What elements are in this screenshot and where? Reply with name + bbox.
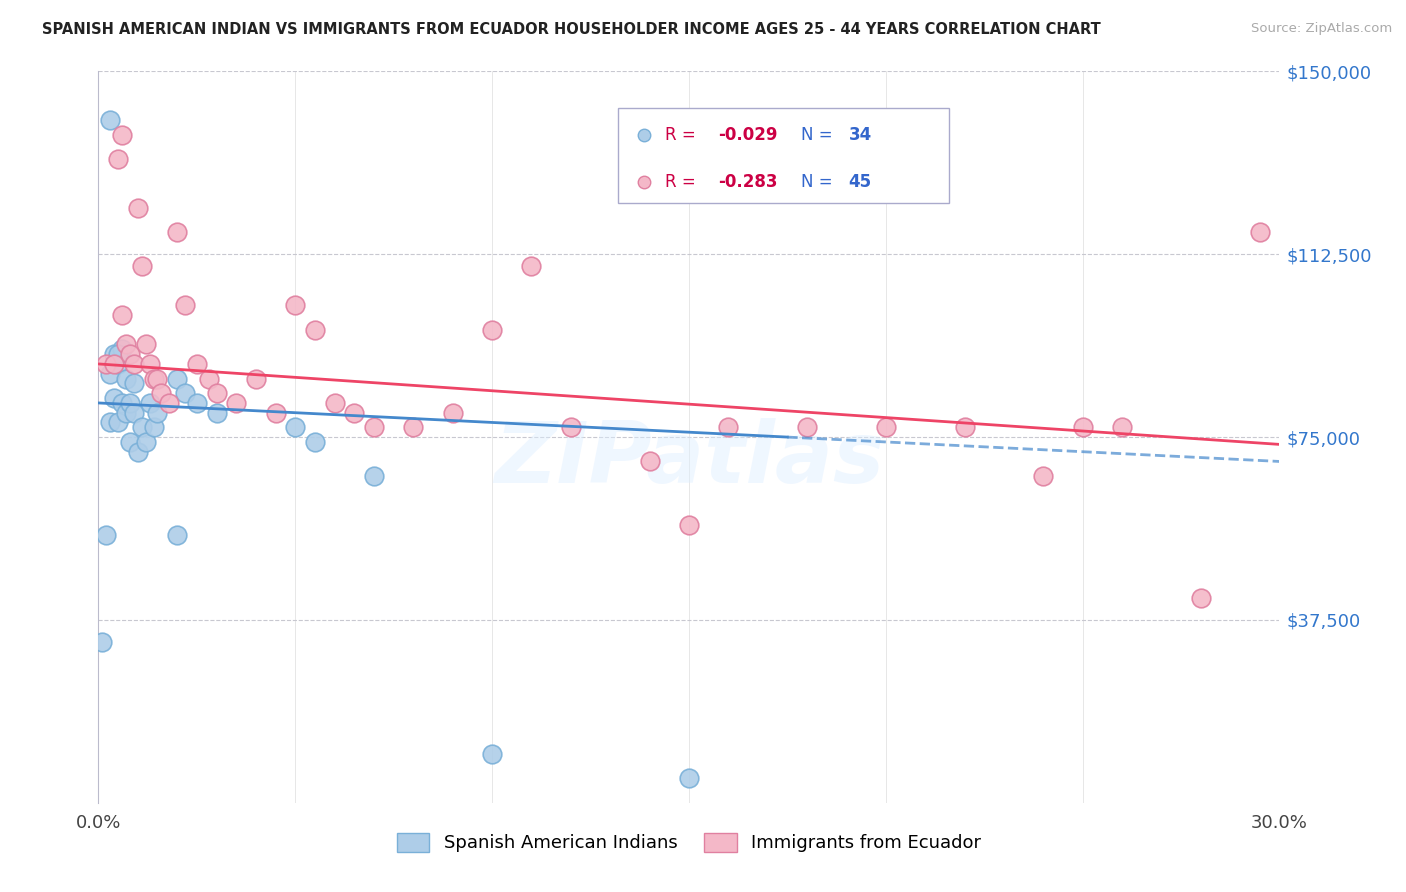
Point [638,454,661,468]
Point [186,357,208,371]
Legend: Spanish American Indians, Immigrants from Ecuador: Spanish American Indians, Immigrants fro… [389,826,988,860]
Point [343,406,366,420]
Point [441,406,464,420]
Text: N =: N = [801,126,838,144]
Text: ZIPatlas: ZIPatlas [494,417,884,500]
Point [1189,591,1212,605]
Point [115,337,138,351]
Point [111,128,134,142]
Text: SPANISH AMERICAN INDIAN VS IMMIGRANTS FROM ECUADOR HOUSEHOLDER INCOME AGES 25 - : SPANISH AMERICAN INDIAN VS IMMIGRANTS FR… [42,22,1101,37]
Point [111,308,134,322]
Point [1249,225,1271,239]
Point [127,444,149,458]
Point [98,367,121,381]
Point [157,396,180,410]
Point [150,386,173,401]
Text: N =: N = [801,173,838,191]
Point [98,416,121,430]
Point [103,347,125,361]
Point [174,298,197,312]
Point [107,347,129,361]
Text: 45: 45 [848,173,872,191]
Point [520,260,543,274]
Point [717,420,740,434]
Point [481,747,503,761]
Point [111,343,134,357]
Point [481,323,503,337]
Point [245,371,267,385]
Point [953,420,976,434]
Point [284,298,307,312]
Point [135,337,157,351]
Point [225,396,247,410]
Point [103,391,125,405]
Point [142,420,165,434]
Text: R =: R = [665,126,702,144]
Text: Source: ZipAtlas.com: Source: ZipAtlas.com [1251,22,1392,36]
Point [96,527,118,541]
Point [363,469,385,483]
FancyBboxPatch shape [619,108,949,203]
Point [142,371,165,385]
Point [115,406,138,420]
Point [96,357,118,371]
Point [323,396,346,410]
Point [560,420,582,434]
Point [122,357,145,371]
Point [1032,469,1054,483]
Point [107,416,129,430]
Text: 34: 34 [848,126,872,144]
Point [205,386,228,401]
Point [796,420,818,434]
Point [111,396,134,410]
Point [875,420,897,434]
Point [138,396,160,410]
Text: R =: R = [665,173,702,191]
Point [1111,420,1133,434]
Point [166,225,188,239]
Point [138,357,160,371]
Point [186,396,208,410]
Point [363,420,385,434]
Point [402,420,425,434]
Point [146,406,169,420]
Point [131,420,153,434]
Point [122,406,145,420]
Point [118,347,141,361]
Point [107,152,129,166]
Point [166,527,188,541]
Point [264,406,287,420]
Point [115,371,138,385]
Point [205,406,228,420]
Point [146,371,169,385]
Point [131,260,153,274]
Point [174,386,197,401]
Point [127,201,149,215]
Point [118,434,141,449]
Point [122,376,145,391]
Point [135,434,157,449]
Text: -0.029: -0.029 [718,126,778,144]
Point [1071,420,1094,434]
Point [107,357,129,371]
Text: -0.283: -0.283 [718,173,778,191]
Point [678,517,700,532]
Point [103,357,125,371]
Point [166,371,188,385]
Point [118,396,141,410]
Point [678,772,700,786]
Point [304,434,326,449]
Point [284,420,307,434]
Point [197,371,219,385]
Point [304,323,326,337]
Point [91,635,114,649]
Point [98,113,121,128]
